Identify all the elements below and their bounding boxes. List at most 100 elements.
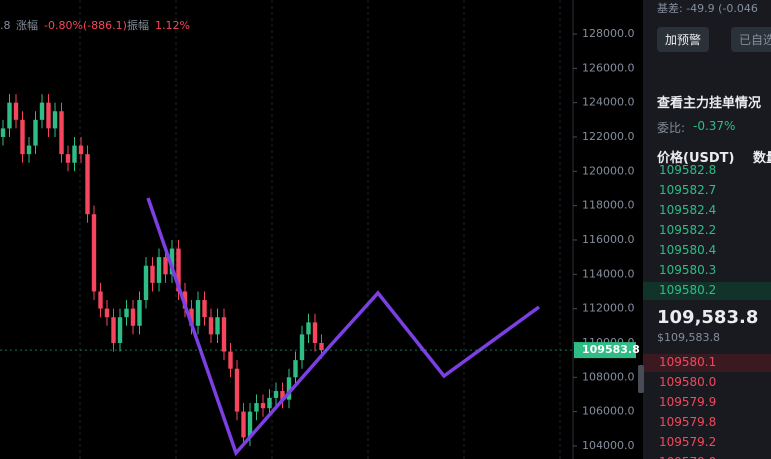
candle-body — [33, 119, 38, 146]
bid-price[interactable]: 109579.2 — [659, 435, 717, 449]
y-tick-label: 120000.0 — [582, 164, 635, 177]
last-usd: $109,583.8 — [657, 331, 720, 344]
ask-price[interactable]: 109582.7 — [659, 183, 717, 197]
candle-body — [319, 342, 324, 351]
candle-body — [306, 322, 311, 335]
drawing — [146, 197, 541, 457]
last-price: 109,583.8 — [657, 307, 759, 328]
bid-price[interactable]: 109579.0 — [659, 455, 716, 459]
candle-body — [247, 411, 253, 438]
basis: 基差: -49.9 (-0.046 — [657, 2, 758, 15]
candle-body — [65, 154, 71, 163]
candle-body — [137, 300, 142, 326]
candle-body — [241, 411, 246, 438]
candle-body — [254, 403, 259, 412]
y-tick-label: 124000.0 — [582, 96, 635, 109]
candle-body — [46, 102, 51, 129]
candle-body — [234, 368, 240, 412]
grid — [79, 0, 561, 459]
price-head: 价格(USDT) — [657, 151, 735, 166]
candle-body — [195, 300, 201, 326]
depth-title[interactable]: 查看主力挂单情况 — [657, 96, 762, 111]
y-tick-label: 118000.0 — [582, 199, 635, 212]
y-tick-label: 116000.0 — [582, 233, 635, 246]
candle-body — [20, 119, 25, 155]
bid-price[interactable]: 109580.1 — [659, 355, 717, 369]
candle-body — [117, 317, 123, 343]
candle-body — [169, 248, 175, 275]
candle-body — [280, 391, 285, 400]
candle-body — [176, 248, 181, 292]
ratio-label: 委比: — [657, 121, 686, 135]
bid-price[interactable]: 109579.9 — [659, 395, 717, 409]
qty-head: 数量 — [753, 151, 771, 166]
candle-body — [124, 308, 129, 318]
alert-button[interactable]: 加预警 — [657, 27, 710, 52]
candle-body — [0, 128, 6, 137]
candle-body — [208, 317, 214, 335]
candle-body — [7, 102, 12, 129]
chart: .8 涨幅 -0.80%(-886.1) 振幅 1.12% 104000.0 10… — [0, 0, 640, 459]
ratio: -0.37% — [693, 119, 736, 133]
scroll-handle[interactable] — [638, 365, 644, 393]
y-tick-label: 128000.0 — [582, 27, 635, 40]
candle-body — [260, 403, 266, 409]
candle-body — [286, 377, 292, 400]
bid-price[interactable]: 109580.0 — [659, 375, 717, 389]
candle-body — [150, 265, 155, 283]
ask-price[interactable]: 109580.3 — [659, 263, 717, 277]
last-price-tag — [574, 342, 636, 359]
ask-price[interactable]: 109582.2 — [659, 223, 717, 237]
change-label: 涨幅 — [16, 19, 38, 32]
candle-body — [202, 300, 207, 318]
y-tick-label: 104000.0 — [582, 439, 635, 452]
candle-body — [91, 214, 97, 292]
candle-body — [273, 391, 279, 398]
candle-body — [78, 145, 84, 155]
candle-body — [13, 102, 19, 120]
ask-price[interactable]: 109580.2 — [659, 283, 717, 297]
candle-body — [111, 317, 116, 343]
cut: .8 — [0, 19, 11, 32]
y-tick-label: 106000.0 — [582, 405, 635, 418]
candle-body — [72, 145, 77, 163]
y-tick-label: 114000.0 — [582, 267, 635, 280]
bid-highlight — [643, 354, 771, 372]
fav-button[interactable]: 已自选 — [731, 27, 771, 52]
candle-body — [59, 111, 64, 155]
candle-body — [26, 145, 32, 155]
candle-body — [215, 317, 220, 335]
y-tick-label: 122000.0 — [582, 130, 635, 143]
ask-price[interactable]: 109580.4 — [659, 243, 717, 257]
candle-body — [85, 154, 90, 215]
candle-body — [104, 308, 110, 318]
amp: 1.12% — [155, 19, 190, 32]
y-tick-label: 126000.0 — [582, 61, 635, 74]
last-price-label: 109583.8 — [582, 343, 640, 356]
candle-body — [156, 257, 162, 283]
candle-body — [130, 308, 136, 326]
ask-price[interactable]: 109582.8 — [659, 163, 717, 177]
candle-body — [98, 291, 103, 309]
candle-body — [52, 111, 58, 129]
bid-price[interactable]: 109579.8 — [659, 415, 717, 429]
candle-body — [189, 308, 194, 326]
side-panel: 基差: -49.9 (-0.046 加预警 已自选 查看主力挂单情况 委比: -… — [643, 0, 771, 459]
candle-body — [39, 102, 45, 120]
candle-body — [299, 334, 305, 361]
candle-body — [143, 265, 149, 301]
ask-highlight — [643, 282, 771, 300]
candle-body — [163, 257, 168, 275]
y-tick-label: 108000.0 — [582, 370, 635, 383]
candle-body — [293, 360, 298, 378]
change: -0.80%(-886.1) — [44, 19, 127, 32]
amp-label: 振幅 — [127, 18, 149, 32]
ask-price[interactable]: 109582.4 — [659, 203, 717, 217]
candle-body — [228, 351, 233, 369]
y-tick-label: 112000.0 — [582, 302, 635, 315]
candle-body — [221, 317, 227, 352]
candle-body — [267, 397, 272, 409]
candle-body — [312, 322, 318, 343]
candles — [0, 94, 324, 446]
